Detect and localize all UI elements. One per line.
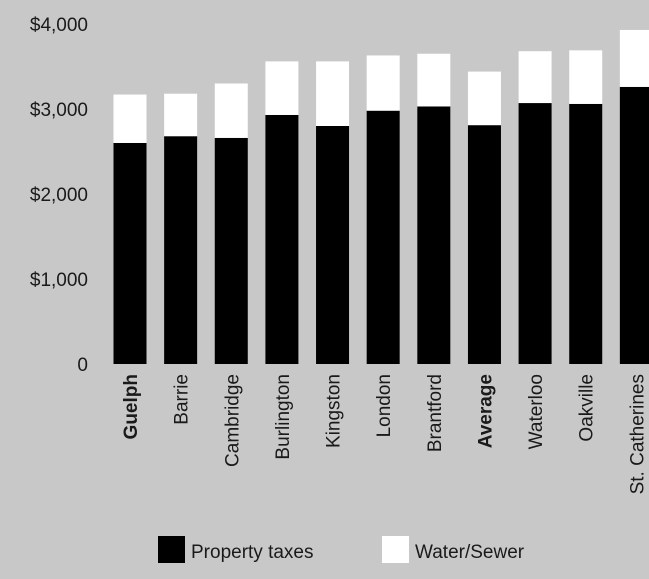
x-tick-label-average: Average — [475, 374, 496, 448]
bar-guelph-water-sewer — [113, 94, 147, 143]
bar-waterloo-property-taxes — [518, 103, 552, 365]
x-tick-label-cambridge: Cambridge — [222, 374, 243, 467]
x-tick-label-brantford: Brantford — [425, 374, 446, 452]
x-axis-labels: Guelph Barrie Cambridge Burlington Kingston L… — [121, 374, 648, 494]
bar-london-water-sewer — [366, 55, 400, 111]
bar-kingston-water-sewer — [316, 61, 350, 126]
x-tick-label-oakville: Oakville — [577, 374, 598, 442]
bar-burlington-water-sewer — [265, 61, 299, 115]
y-tick-label: $3,000 — [30, 100, 88, 121]
bar-london-property-taxes — [366, 110, 400, 364]
x-tick-label-kingston: Kingston — [324, 374, 345, 448]
bar-oakville-water-sewer — [569, 50, 603, 104]
bars — [113, 29, 649, 365]
legend-label-water-sewer: Water/Sewer — [415, 542, 525, 563]
bar-brantford-water-sewer — [417, 53, 451, 107]
legend-swatch-water-sewer — [382, 536, 409, 563]
bar-guelph-property-taxes — [113, 143, 147, 364]
x-tick-label-london: London — [374, 374, 395, 437]
y-tick-label: $4,000 — [30, 15, 88, 36]
legend-label-property-taxes: Property taxes — [191, 542, 314, 563]
bar-oakville-property-taxes — [569, 103, 603, 365]
y-tick-label: $1,000 — [30, 270, 88, 291]
x-tick-label-st-catherines: St. Catherines — [627, 374, 648, 494]
x-tick-label-guelph: Guelph — [121, 374, 142, 439]
bar-st-catherines-property-taxes — [619, 86, 649, 365]
x-tick-label-waterloo: Waterloo — [526, 374, 547, 449]
x-tick-label-burlington: Burlington — [273, 374, 294, 460]
bar-barrie-water-sewer — [164, 93, 198, 137]
legend: Property taxes Water/Sewer — [158, 536, 525, 563]
bar-cambridge-water-sewer — [214, 83, 248, 138]
y-axis: 0 $1,000 $2,000 $3,000 $4,000 — [30, 15, 88, 376]
bar-brantford-property-taxes — [417, 106, 451, 364]
bar-waterloo-water-sewer — [518, 51, 552, 104]
bar-barrie-property-taxes — [164, 136, 198, 364]
bar-kingston-property-taxes — [316, 126, 350, 364]
x-tick-label-barrie: Barrie — [172, 374, 193, 425]
bar-average-water-sewer — [467, 71, 501, 126]
legend-swatch-property-taxes — [158, 536, 185, 563]
y-tick-label: 0 — [77, 355, 88, 376]
bar-burlington-property-taxes — [265, 114, 299, 364]
bar-cambridge-property-taxes — [214, 137, 248, 364]
y-tick-label: $2,000 — [30, 185, 88, 206]
bar-average-property-taxes — [467, 125, 501, 365]
bar-st-catherines-water-sewer — [619, 29, 649, 87]
